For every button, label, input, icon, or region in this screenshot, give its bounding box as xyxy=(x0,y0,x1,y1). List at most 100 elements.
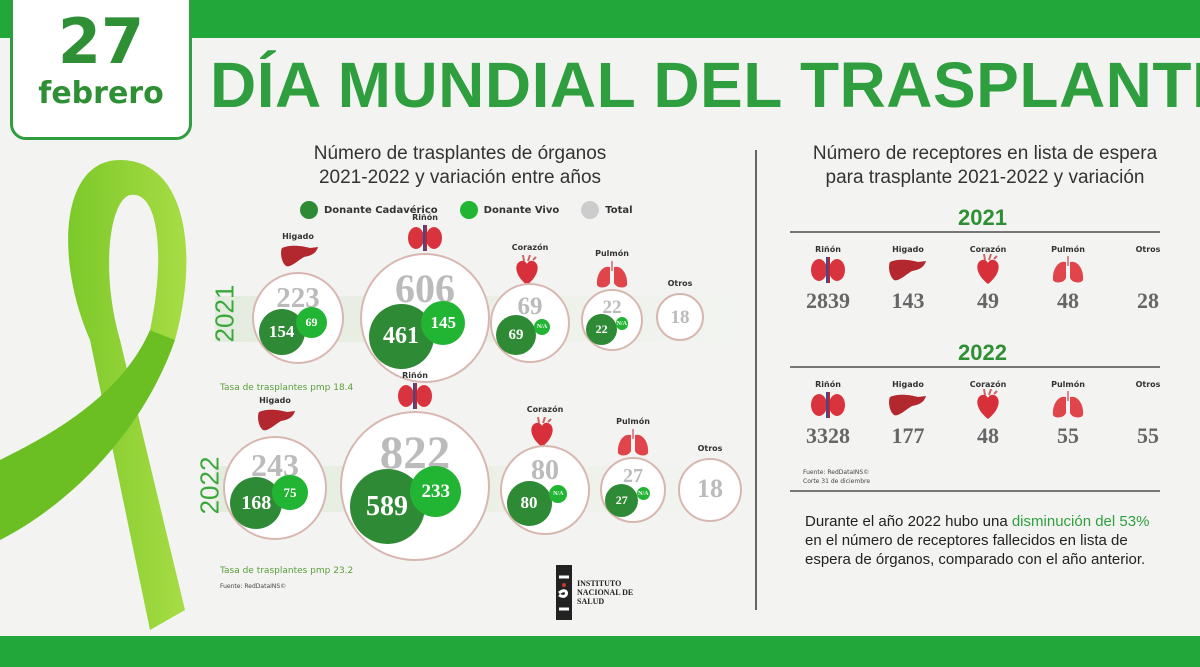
organ-label: Otros xyxy=(667,279,693,288)
logo-line2: NACIONAL DE xyxy=(577,588,634,597)
blank-icon xyxy=(1108,254,1188,286)
legend-label: Donante Vivo xyxy=(483,204,560,216)
total-value: 822 xyxy=(379,426,451,479)
lungs-icon xyxy=(594,261,630,293)
legend-cadaver: Donante Cadavérico xyxy=(300,201,438,219)
heart-icon xyxy=(948,254,1028,286)
vivo-bubble: N/A xyxy=(534,319,550,335)
legend-total: Total xyxy=(581,201,633,219)
vivo-bubble: N/A xyxy=(549,485,568,504)
legend: Donante Cadavérico Donante Vivo Total xyxy=(300,201,633,219)
organ-bubble: 18 xyxy=(678,458,742,522)
top-banner xyxy=(0,0,1200,38)
rate-2021: Tasa de trasplantes pmp 18.4 xyxy=(220,383,354,393)
heart-icon xyxy=(527,416,557,453)
cadaver-bubble: 69 xyxy=(496,315,536,355)
kidney-icon xyxy=(788,254,868,286)
ins-logo-mark-icon xyxy=(556,565,572,620)
waitlist-item: Riñón 2839 xyxy=(788,245,868,314)
cadaver-bubble: 154 xyxy=(258,308,305,355)
waitlist-value: 3328 xyxy=(806,423,850,448)
waitlist-item: Riñón 3328 xyxy=(788,380,868,449)
total-value: 22 xyxy=(602,296,622,318)
date-day: 27 xyxy=(57,5,145,78)
organ-bubble: 822 589 233 xyxy=(340,411,490,561)
right-title-line1: Número de receptores en lista de espera xyxy=(812,143,1158,164)
left-title-line1: Número de trasplantes de órganos xyxy=(313,143,607,164)
lungs-icon xyxy=(1028,389,1108,421)
organ-label: Higado xyxy=(259,396,291,405)
blank-icon xyxy=(1108,389,1188,421)
liver-icon xyxy=(280,244,320,272)
waitlist-value: 2839 xyxy=(806,288,850,313)
ins-logo: INSTITUTO NACIONAL DE SALUD xyxy=(555,565,633,620)
awareness-ribbon-icon xyxy=(0,160,187,630)
vivo-bubble: 69 xyxy=(295,306,328,338)
left-source: Fuente: RedDataINS© xyxy=(220,583,287,590)
organ-label: Pulmón xyxy=(616,417,650,426)
heart-icon xyxy=(948,389,1028,421)
left-panel-title: Número de trasplantes de órganos 2021-20… xyxy=(250,142,670,190)
cadaver-bubble: 22 xyxy=(586,314,618,346)
organ-bubble: 606 461 145 xyxy=(360,253,490,383)
legend-swatch xyxy=(300,201,318,219)
year-label-2022: 2022 xyxy=(194,456,225,515)
organ-label: Higado xyxy=(282,232,314,241)
waitlist-item: Otros 28 xyxy=(1108,245,1188,314)
waitlist-item: Corazón 49 xyxy=(948,245,1028,314)
waitlist-item: Higado 177 xyxy=(868,380,948,449)
waitlist-value: 177 xyxy=(891,423,925,448)
date-badge: 27 febrero xyxy=(10,0,192,140)
liver-icon xyxy=(868,254,948,286)
left-title-line2: 2021-2022 y variación entre años xyxy=(318,167,602,188)
total-value: 18 xyxy=(670,306,690,328)
waitlist-year: 2022 xyxy=(958,340,1007,365)
right-source: Fuente: RedDataINS© xyxy=(803,469,870,476)
waitlist-value: 49 xyxy=(977,288,999,313)
total-value: 606 xyxy=(395,266,455,312)
waitlist-item: Pulmón 48 xyxy=(1028,245,1108,314)
legend-swatch xyxy=(581,201,600,219)
organ-label: Otros xyxy=(697,444,723,453)
vivo-bubble: 233 xyxy=(410,466,462,518)
organ-label: Riñón xyxy=(815,245,841,254)
organ-label: Corazón xyxy=(969,380,1007,389)
lungs-icon xyxy=(1028,254,1108,286)
note-text: en el número de receptores fallecidos en… xyxy=(805,532,1146,568)
vivo-bubble: N/A xyxy=(615,317,628,330)
organ-label: Corazón xyxy=(511,243,549,252)
waitlist-value: 55 xyxy=(1057,423,1079,448)
kidney-icon xyxy=(407,225,443,255)
organ-label: Higado xyxy=(892,380,924,389)
organ-label: Riñón xyxy=(815,380,841,389)
organ-bubble: 22 22 N/A xyxy=(581,289,643,351)
organ-label: Corazón xyxy=(526,405,564,414)
summary-note: Durante el año 2022 hubo una disminución… xyxy=(805,512,1165,569)
liver-icon xyxy=(868,389,948,421)
waitlist-value: 55 xyxy=(1137,423,1159,448)
note-highlight: disminución del 53% xyxy=(1011,513,1150,530)
organ-bubble: 69 69 N/A xyxy=(490,283,570,363)
legend-label: Total xyxy=(605,204,633,216)
vivo-bubble: 75 xyxy=(272,474,308,511)
organ-label: Pulmón xyxy=(1051,380,1085,389)
organ-bubble: 243 168 75 xyxy=(223,436,327,540)
organ-bubble: 223 154 69 xyxy=(252,272,344,364)
organ-label: Riñón xyxy=(412,213,438,222)
divider-line xyxy=(790,366,1160,368)
legend-vivo: Donante Vivo xyxy=(459,201,560,219)
panel-divider xyxy=(755,150,757,610)
vivo-bubble: 145 xyxy=(421,301,466,346)
page-title: DÍA MUNDIAL DEL TRASPLANTE xyxy=(210,49,1200,121)
date-month: febrero xyxy=(38,76,164,111)
organ-label: Otros xyxy=(1135,245,1161,254)
year-label-2021: 2021 xyxy=(209,284,240,343)
lungs-icon xyxy=(615,429,651,461)
waitlist-item: Pulmón 55 xyxy=(1028,380,1108,449)
waitlist-value: 28 xyxy=(1137,288,1159,313)
organ-bubble: 27 27 N/A xyxy=(600,457,666,523)
liver-icon xyxy=(257,408,297,436)
waitlist-value: 143 xyxy=(891,288,925,313)
waitlist-value: 48 xyxy=(977,423,999,448)
cadaver-bubble: 80 xyxy=(506,480,552,526)
